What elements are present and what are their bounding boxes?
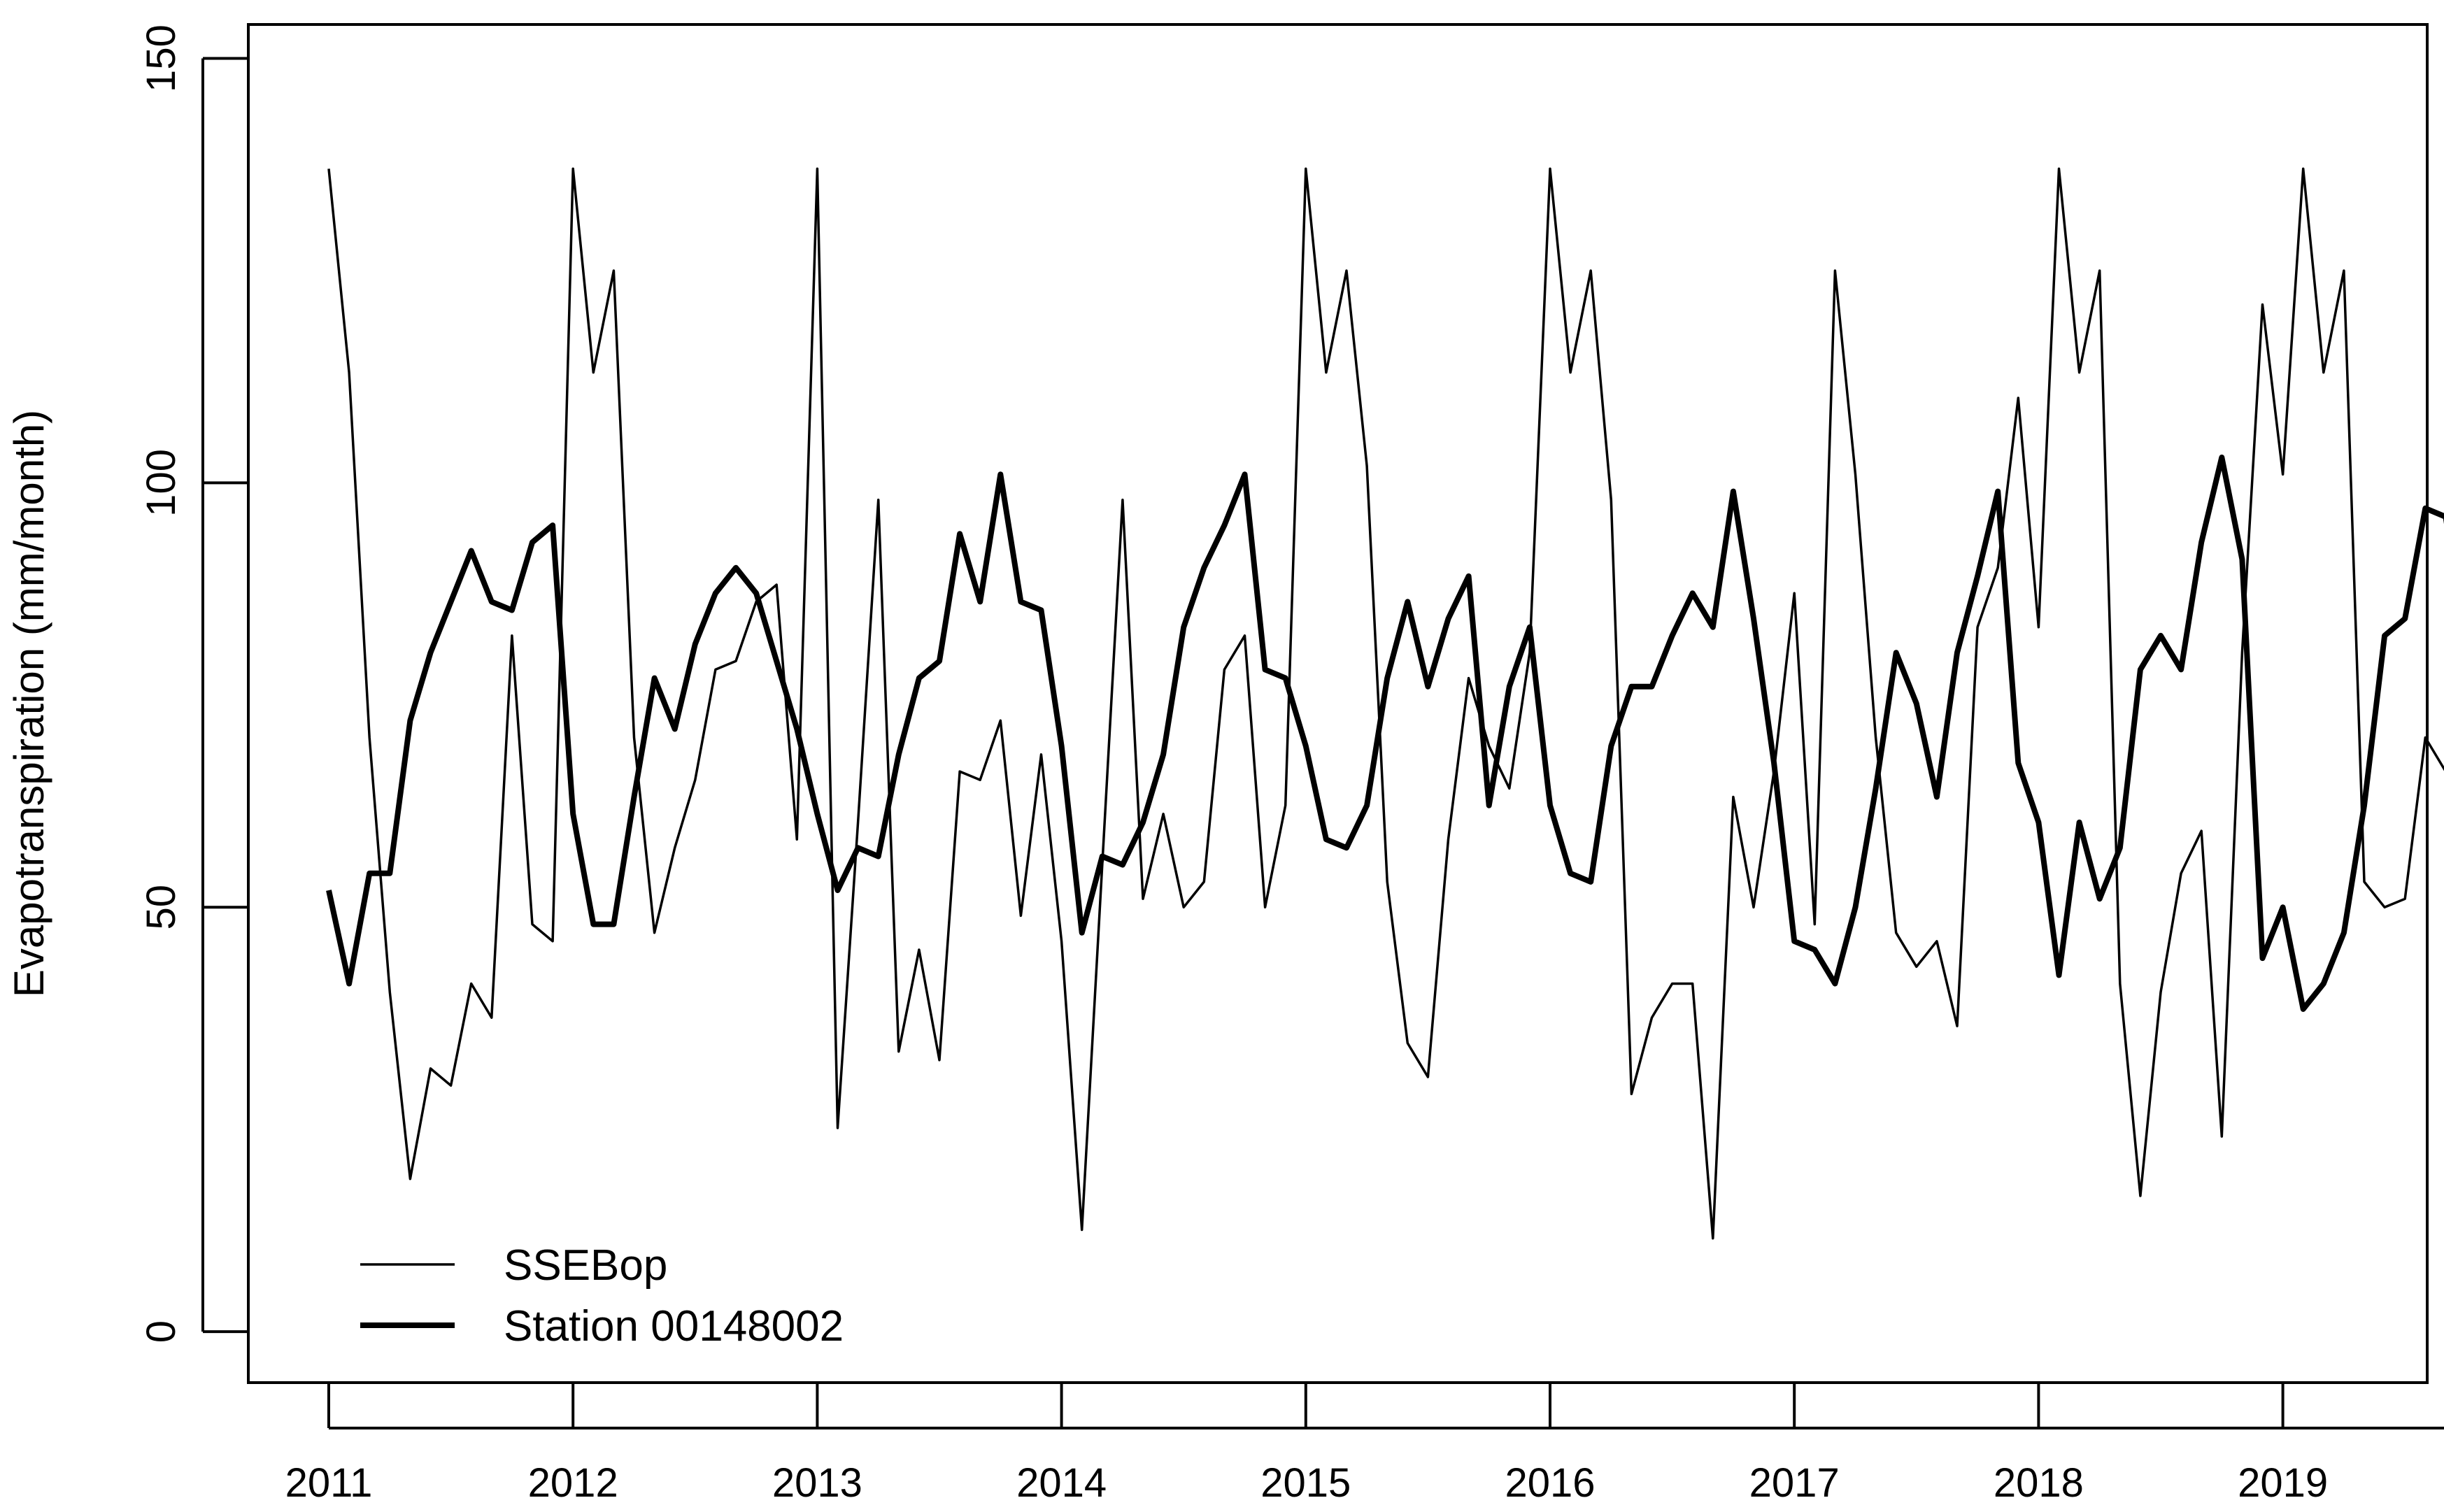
x-tick-label: 2012	[528, 1460, 618, 1506]
y-tick-label: 0	[138, 1320, 184, 1343]
x-tick-label: 2011	[285, 1460, 373, 1506]
legend-label-station: Station 00148002	[504, 1302, 844, 1350]
y-tick-label: 100	[138, 449, 184, 517]
x-tick-label: 2015	[1260, 1460, 1351, 1506]
x-tick-label: 2017	[1749, 1460, 1840, 1506]
y-axis: 0 50 100 150	[138, 24, 248, 1343]
x-tick-label: 2014	[1016, 1460, 1107, 1506]
series-line-station	[326, 455, 2444, 1012]
x-tick-label: 2018	[1994, 1460, 2084, 1506]
y-tick-label: 150	[138, 24, 184, 92]
x-tick-label: 2013	[772, 1460, 862, 1506]
series-layer	[326, 167, 2444, 1240]
legend-label-ssebop: SSEBop	[504, 1241, 667, 1290]
x-tick-label: 2016	[1505, 1460, 1595, 1506]
series-line-ssebop	[327, 167, 2444, 1240]
y-tick-label: 50	[138, 885, 184, 930]
plot-frame	[247, 23, 2429, 1384]
x-tick-label: 2019	[2238, 1460, 2328, 1506]
x-axis: 2011201220132014201520162017201820192020	[285, 1383, 2444, 1506]
legend: SSEBop Station 00148002	[360, 1241, 844, 1350]
y-axis-label: Evapotranspiration (mm/month)	[6, 410, 52, 997]
